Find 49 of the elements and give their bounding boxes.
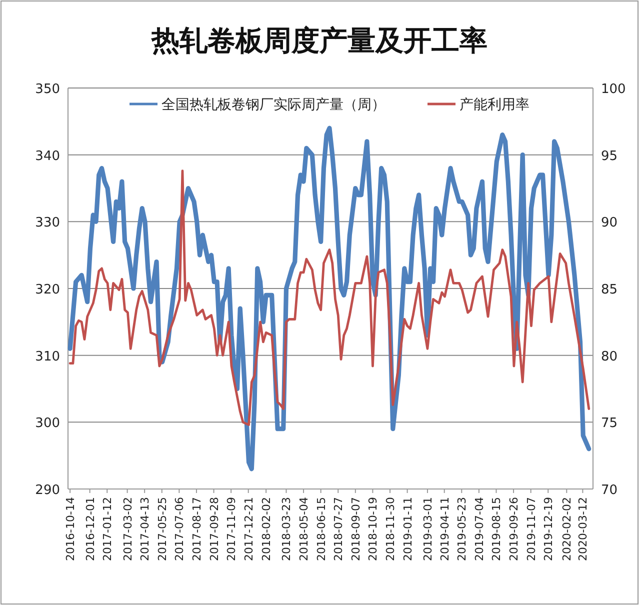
- x-tick-label: 2017-05-25: [156, 497, 169, 561]
- y2-tick-label: 90: [601, 216, 618, 231]
- x-tick-label: 2017-12-21: [242, 497, 256, 561]
- y-tick-label: 320: [35, 282, 60, 298]
- y2-tick-label: 100: [601, 82, 626, 97]
- x-tick-label: 2019-04-11: [438, 497, 452, 561]
- x-tick-label: 2017-07-06: [173, 497, 186, 561]
- line-series: [68, 126, 592, 472]
- x-tick-label: 2017-03-02: [121, 497, 134, 561]
- x-tick-label: 2018-09-07: [349, 497, 362, 561]
- x-tick-label: 2019-07-04: [472, 497, 486, 561]
- line-series: [68, 170, 590, 426]
- x-tick-label: 2018-11-30: [384, 497, 397, 561]
- y2-tick-label: 70: [601, 483, 618, 498]
- x-tick-label: 2019-01-11: [401, 497, 414, 561]
- x-tick-label: 2017-08-17: [190, 497, 204, 561]
- x-tick-label: 2017-04-13: [138, 497, 152, 561]
- x-tick-label: 2018-02-02: [260, 497, 274, 561]
- x-tick-label: 2018-07-27: [332, 497, 346, 561]
- x-tick-label: 2019-12-19: [542, 497, 556, 561]
- y-tick-label: 300: [35, 416, 60, 432]
- y2-tick-label: 75: [601, 416, 618, 432]
- x-tick-label: 2017-11-09: [225, 497, 238, 561]
- x-tick-label: 2018-10-19: [366, 497, 380, 561]
- x-tick-label: 2017-09-28: [208, 497, 221, 561]
- x-tick-label: 2018-06-15: [314, 497, 328, 561]
- y-tick-label: 290: [35, 483, 60, 498]
- legend-label: 产能利用率: [460, 97, 530, 113]
- x-tick-label: 2016-10-14: [64, 497, 78, 561]
- x-tick-label: 2019-08-15: [490, 497, 504, 561]
- y2-tick-label: 80: [601, 349, 618, 364]
- legend-label: 全国热轧板卷钢厂实际周产量（周）: [162, 97, 386, 113]
- x-tick-label: 2020-02-02: [560, 497, 574, 561]
- y-tick-label: 310: [35, 349, 60, 364]
- x-tick-label: 2020-03-12: [576, 497, 590, 561]
- y-tick-label: 330: [35, 216, 60, 231]
- y2-tick-label: 95: [601, 148, 618, 164]
- x-tick-label: 2019-03-01: [421, 497, 434, 561]
- y-tick-label: 340: [35, 148, 60, 164]
- x-tick-label: 2019-09-26: [508, 497, 521, 561]
- x-tick-label: 2018-05-04: [298, 497, 311, 561]
- x-tick-label: 2019-11-07: [524, 497, 538, 561]
- y-tick-label: 350: [35, 82, 60, 97]
- x-tick-label: 2017-01-12: [101, 497, 114, 561]
- x-tick-label: 2018-03-23: [280, 497, 294, 561]
- x-tick-label: 2016-12-01: [84, 497, 97, 561]
- x-tick-label: 2019-05-23: [456, 497, 469, 561]
- chart-title: 热轧卷板周度产量及开工率: [150, 24, 488, 57]
- y2-tick-label: 85: [601, 282, 618, 298]
